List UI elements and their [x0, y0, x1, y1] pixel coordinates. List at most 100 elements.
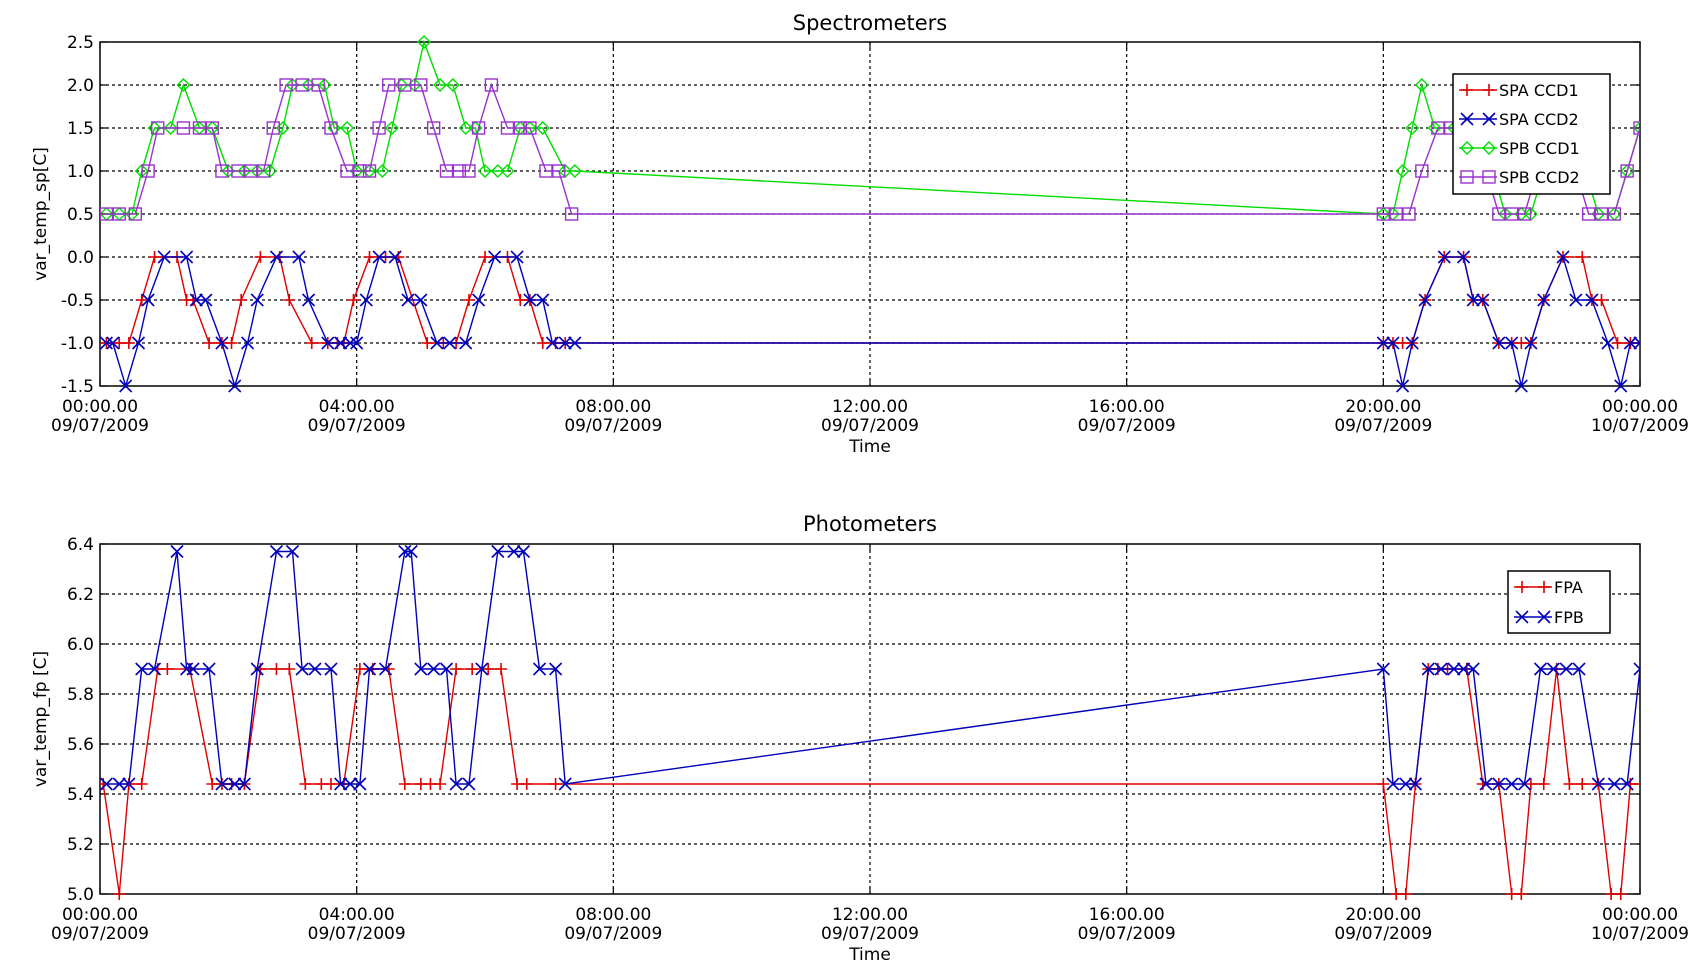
data-point	[353, 777, 367, 791]
data-point	[311, 78, 325, 92]
data-point	[500, 121, 515, 135]
data-point	[241, 336, 255, 350]
data-point	[1611, 337, 1624, 349]
data-point	[283, 663, 296, 675]
data-point	[1418, 293, 1432, 307]
data-point	[452, 164, 467, 178]
x-tick-label-date: 09/07/2009	[308, 924, 406, 944]
data-point	[135, 778, 148, 790]
data-point	[186, 662, 200, 676]
data-point	[1466, 662, 1480, 676]
chart-title: Spectrometers	[793, 11, 948, 35]
data-point	[269, 544, 284, 559]
data-point	[1533, 662, 1548, 676]
data-point	[404, 544, 418, 559]
legend-marker	[1515, 610, 1529, 624]
data-point	[430, 336, 444, 350]
data-point	[1376, 662, 1390, 676]
data-point	[199, 293, 213, 307]
data-point	[1402, 207, 1416, 221]
data-point	[119, 379, 133, 393]
data-point	[1395, 164, 1410, 178]
data-point	[1408, 777, 1422, 791]
data-point	[353, 164, 367, 178]
x-tick-label-time: 12:00.00	[832, 397, 908, 417]
data-point	[1634, 778, 1640, 790]
data-point	[1633, 662, 1640, 676]
data-point	[131, 336, 146, 350]
y-tick-label: 0.0	[67, 248, 94, 268]
data-point	[301, 293, 316, 307]
data-point	[1421, 662, 1435, 676]
legend-marker	[1460, 170, 1474, 184]
data-point	[135, 294, 148, 306]
data-point	[378, 662, 393, 676]
data-point	[343, 777, 357, 791]
data-point	[443, 336, 457, 350]
data-point	[353, 663, 366, 675]
data-point	[1505, 336, 1519, 350]
data-point	[495, 663, 508, 675]
data-point	[414, 662, 428, 676]
data-point	[128, 207, 142, 221]
data-point	[462, 164, 476, 178]
data-point	[295, 662, 309, 676]
data-point	[1431, 121, 1445, 135]
x-tick-label-date: 09/07/2009	[564, 924, 662, 944]
data-point	[1386, 336, 1400, 350]
data-point	[1377, 778, 1390, 790]
data-point	[520, 778, 533, 790]
legend-marker	[1460, 112, 1474, 126]
data-point	[113, 888, 126, 900]
data-point	[414, 78, 428, 92]
data-point	[552, 164, 566, 178]
data-point	[176, 78, 191, 92]
data-point	[384, 121, 399, 135]
data-point	[122, 777, 136, 791]
data-point	[414, 293, 428, 307]
legend-marker	[1516, 581, 1528, 593]
data-point	[1376, 336, 1390, 350]
data-point	[539, 164, 553, 178]
data-point	[324, 662, 338, 676]
data-point	[1466, 293, 1480, 307]
data-point	[500, 164, 515, 178]
y-tick-label: 6.2	[67, 585, 94, 605]
data-point	[305, 337, 318, 349]
data-point	[462, 294, 475, 306]
data-point	[203, 337, 216, 349]
data-point	[237, 777, 251, 791]
data-point	[202, 662, 216, 676]
y-tick-label: 5.4	[67, 785, 94, 805]
data-point	[398, 544, 412, 559]
series-line	[106, 82, 1640, 215]
x-tick-label-date: 09/07/2009	[821, 416, 919, 436]
data-point	[285, 544, 300, 559]
data-point	[1546, 662, 1560, 676]
legend-marker	[1482, 141, 1496, 155]
data-point	[1492, 777, 1506, 791]
data-point	[1633, 121, 1640, 135]
data-point	[536, 337, 549, 349]
data-point	[471, 121, 486, 135]
data-point	[1595, 294, 1608, 306]
x-tick-label-time: 08:00.00	[575, 905, 651, 925]
data-point	[359, 293, 373, 307]
data-point	[472, 293, 486, 307]
y-tick-label: 2.0	[67, 76, 94, 96]
data-point	[1569, 293, 1583, 307]
data-point	[490, 164, 505, 178]
data-point	[340, 121, 355, 135]
data-point	[362, 662, 377, 676]
y-tick-label: 1.0	[67, 162, 94, 182]
data-point	[176, 121, 191, 135]
data-point	[462, 777, 476, 791]
data-point	[350, 336, 364, 350]
data-point	[1437, 250, 1451, 264]
data-point	[567, 164, 582, 178]
legend-marker	[1461, 84, 1473, 96]
y-tick-label: 5.8	[67, 685, 94, 705]
x-tick-label-date: 09/07/2009	[821, 924, 919, 944]
data-point	[535, 121, 550, 135]
